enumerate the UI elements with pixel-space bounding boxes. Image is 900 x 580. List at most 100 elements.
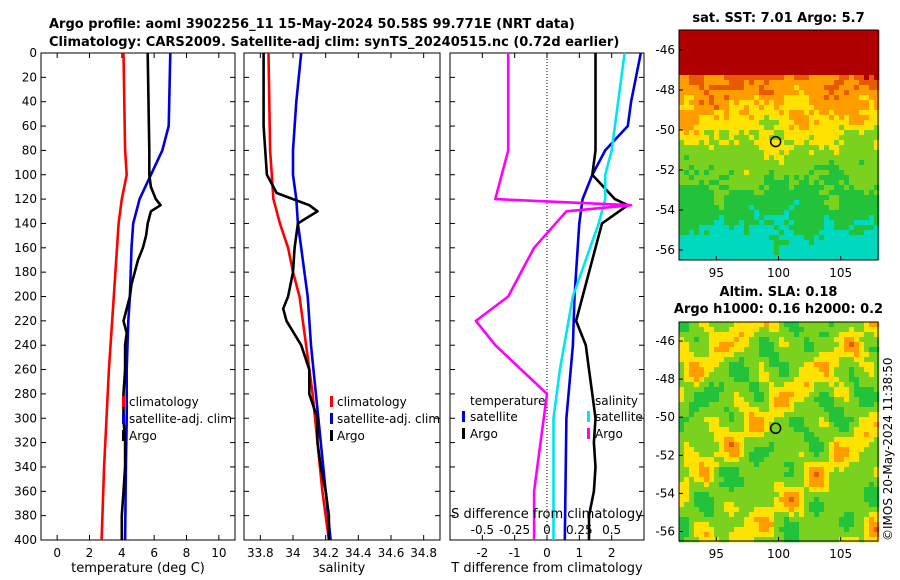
sla_map-cell (774, 337, 780, 343)
sla_map-cell (844, 397, 850, 403)
sla_map-cell (774, 407, 780, 413)
sst_map-cell (704, 50, 710, 56)
sst_map-cell (809, 255, 815, 261)
sst_map-cell (704, 175, 710, 181)
sst_map-cell (704, 150, 710, 156)
sla_map-cell (814, 517, 820, 523)
sst_map-cell (794, 125, 800, 131)
sst_map-cell (849, 240, 855, 246)
sla_map-cell (794, 467, 800, 473)
sla_map-cell (689, 492, 695, 498)
sla_map-cell (689, 352, 695, 358)
sst_map-cell (839, 95, 845, 101)
sla_map-cell (709, 337, 715, 343)
sst_map-cell (809, 55, 815, 61)
sla_map-cell (834, 392, 840, 398)
sst_map-cell (794, 30, 800, 36)
sst_map-cell (844, 90, 850, 96)
sla_map-cell (694, 357, 700, 363)
sst_map-cell (774, 145, 780, 151)
sla_map-cell (799, 322, 805, 328)
sla_map-cell (754, 357, 760, 363)
sst_map-cell (764, 120, 770, 126)
sla_map-cell (864, 447, 870, 453)
sla_map-cell (819, 517, 825, 523)
sst_map-cell (869, 225, 875, 231)
figure-title-line1: Argo profile: aoml 3902256_11 15-May-202… (49, 17, 575, 32)
sla_map-cell (789, 332, 795, 338)
sla_map-cell (759, 442, 765, 448)
sst_map-cell (834, 90, 840, 96)
sla_map-cell (709, 367, 715, 373)
sst_map-cell (744, 130, 750, 136)
sla_map-cell (874, 472, 880, 478)
sla_map-cell (794, 502, 800, 508)
sst_map-cell (839, 110, 845, 116)
sla_map-cell (754, 457, 760, 463)
sst_map-cell (729, 200, 735, 206)
sst_map-cell (869, 245, 875, 251)
sla_map-cell (769, 417, 775, 423)
sst_map-cell (834, 100, 840, 106)
sla_map-cell (764, 327, 770, 333)
sla_map-cell (704, 422, 710, 428)
sla_map-cell (769, 382, 775, 388)
sst_map-cell (724, 225, 730, 231)
sst_map-cell (739, 180, 745, 186)
sla_map-cell (704, 352, 710, 358)
sst_map-cell (759, 215, 765, 221)
sla_map-cell (809, 417, 815, 423)
sla_map-cell (694, 432, 700, 438)
sst_map-cell (784, 215, 790, 221)
sst_map-cell (779, 220, 785, 226)
sst_map-cell (789, 230, 795, 236)
sst_map-cell (784, 150, 790, 156)
sst_map-cell (769, 120, 775, 126)
sst_map-cell (824, 30, 830, 36)
sla_map-title-line2: Argo h1000: 0.16 h2000: 0.2 (674, 302, 883, 317)
sla_map-cell (774, 502, 780, 508)
sst_map-cell (809, 195, 815, 201)
sst_map-cell (784, 75, 790, 81)
sla_map-cell (794, 327, 800, 333)
sst_map-cell (759, 100, 765, 106)
sst_map-cell (804, 115, 810, 121)
sst_map-cell (819, 185, 825, 191)
sst_map-cell (779, 180, 785, 186)
sla_map-cell (834, 472, 840, 478)
sla_map-cell (759, 457, 765, 463)
sst_map-cell (739, 170, 745, 176)
sla_map-cell (844, 537, 850, 543)
sst_map-cell (769, 60, 775, 66)
sla_map-cell (874, 462, 880, 468)
sla_map-cell (734, 497, 740, 503)
sst_map-cell (729, 80, 735, 86)
sla_map-cell (829, 427, 835, 433)
sst_map-cell (729, 160, 735, 166)
sst_map-cell (814, 40, 820, 46)
sst_map-cell (774, 210, 780, 216)
sla_map-cell (794, 462, 800, 468)
sla_map-cell (679, 527, 685, 533)
sla_map-cell (824, 377, 830, 383)
sla_map-cell (834, 462, 840, 468)
sla_map-cell (689, 517, 695, 523)
sst_map-cell (699, 80, 705, 86)
sla_map-cell (754, 537, 760, 543)
sst_map-cell (834, 140, 840, 146)
sla_map-cell (804, 357, 810, 363)
sst_map-cell (809, 75, 815, 81)
sla_map-cell (774, 477, 780, 483)
sla_map-cell (839, 457, 845, 463)
sst_map-cell (844, 45, 850, 51)
sst_map-cell (719, 50, 725, 56)
sla_map-cell (744, 402, 750, 408)
sla_map-cell (759, 422, 765, 428)
sla_map-cell (834, 332, 840, 338)
sla_map-cell (684, 497, 690, 503)
sla_map-cell (699, 487, 705, 493)
sla_map-cell (819, 507, 825, 513)
sst_map-cell (814, 85, 820, 91)
sst_map-cell (739, 240, 745, 246)
difference-xtick-label: 1 (576, 546, 584, 560)
